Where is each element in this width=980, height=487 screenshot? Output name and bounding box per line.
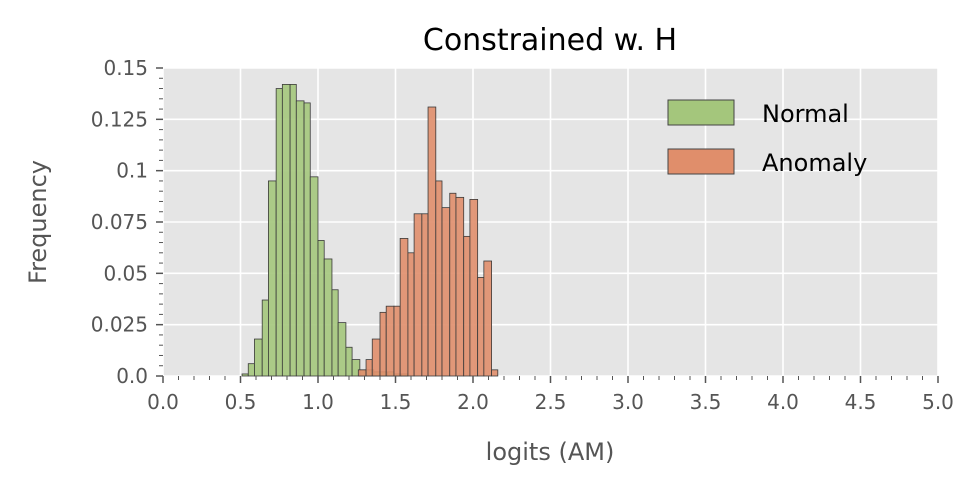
x-tick-label: 1.5 <box>380 390 412 414</box>
x-tick-label: 3.0 <box>612 390 644 414</box>
y-tick-label: 0.15 <box>103 56 148 80</box>
bar-normal <box>295 100 305 377</box>
y-tick-label: 0.05 <box>103 261 148 285</box>
x-tick-label: 1.0 <box>302 390 334 414</box>
y-tick-label: 0.025 <box>91 313 148 337</box>
bar-normal <box>337 322 347 377</box>
legend-label-anomaly: Anomaly <box>762 149 867 177</box>
histogram-bars <box>241 84 499 377</box>
bar-anomaly <box>365 359 373 377</box>
series-normal <box>241 84 409 377</box>
chart-title: Constrained w. H <box>423 23 677 58</box>
bar-normal <box>317 240 325 377</box>
x-axis-label: logits (AM) <box>486 438 615 466</box>
bar-anomaly <box>463 235 471 377</box>
y-tick-label: 0.125 <box>91 107 148 131</box>
bar-anomaly <box>399 238 409 377</box>
bar-anomaly <box>449 192 457 377</box>
y-tick-label: 0.0 <box>116 364 148 388</box>
bar-anomaly <box>441 207 451 377</box>
legend-swatch-anomaly <box>667 148 735 175</box>
legend-swatch-normal <box>667 99 735 126</box>
bar-anomaly <box>371 338 381 377</box>
bar-normal <box>247 363 255 377</box>
bar-anomaly <box>455 196 465 377</box>
bar-anomaly <box>491 369 499 377</box>
x-tick-label: 2.5 <box>535 390 567 414</box>
bar-normal <box>261 299 269 377</box>
x-tick-labels: 0.0 0.5 1.0 1.5 2.0 2.5 3.0 3.5 4.0 4.5 5.0 <box>147 390 954 414</box>
bar-normal <box>351 359 361 377</box>
x-tick-label: 0.0 <box>147 390 179 414</box>
bar-normal <box>281 84 291 377</box>
axes <box>156 67 939 383</box>
bar-normal <box>241 373 249 377</box>
bar-anomaly <box>407 252 415 377</box>
bar-anomaly <box>421 213 429 377</box>
bar-anomaly <box>357 369 367 377</box>
bar-normal <box>323 258 333 377</box>
bar-normal <box>267 180 277 377</box>
x-tick-label: 4.5 <box>845 390 877 414</box>
bar-normal <box>254 338 263 377</box>
bar-anomaly <box>427 106 437 377</box>
bar-anomaly <box>385 305 395 377</box>
series-anomaly <box>357 106 499 377</box>
bar-anomaly <box>477 277 485 377</box>
x-tick-label: 0.5 <box>225 390 257 414</box>
bar-normal <box>309 176 319 377</box>
bar-normal <box>345 346 353 377</box>
x-tick-label: 5.0 <box>922 390 954 414</box>
bar-normal <box>289 84 297 377</box>
y-tick-label: 0.1 <box>116 159 148 183</box>
y-tick-label: 0.075 <box>91 210 148 234</box>
bar-anomaly <box>393 305 401 377</box>
x-tick-label: 3.5 <box>690 390 722 414</box>
legend-label-normal: Normal <box>762 100 849 128</box>
legend: Normal Anomaly <box>667 99 867 177</box>
bar-normal <box>331 289 339 377</box>
y-tick-labels: 0.0 0.025 0.05 0.075 0.1 0.125 0.15 <box>91 56 148 388</box>
bar-normal <box>303 102 311 377</box>
y-axis-label: Frequency <box>24 160 52 284</box>
bar-anomaly <box>483 260 493 377</box>
x-tick-label: 4.0 <box>767 390 799 414</box>
bar-anomaly <box>469 199 479 377</box>
x-tick-label: 2.0 <box>457 390 489 414</box>
bar-anomaly <box>435 180 443 377</box>
bar-anomaly <box>379 311 387 377</box>
bar-normal <box>275 88 283 377</box>
bar-anomaly <box>413 213 423 377</box>
